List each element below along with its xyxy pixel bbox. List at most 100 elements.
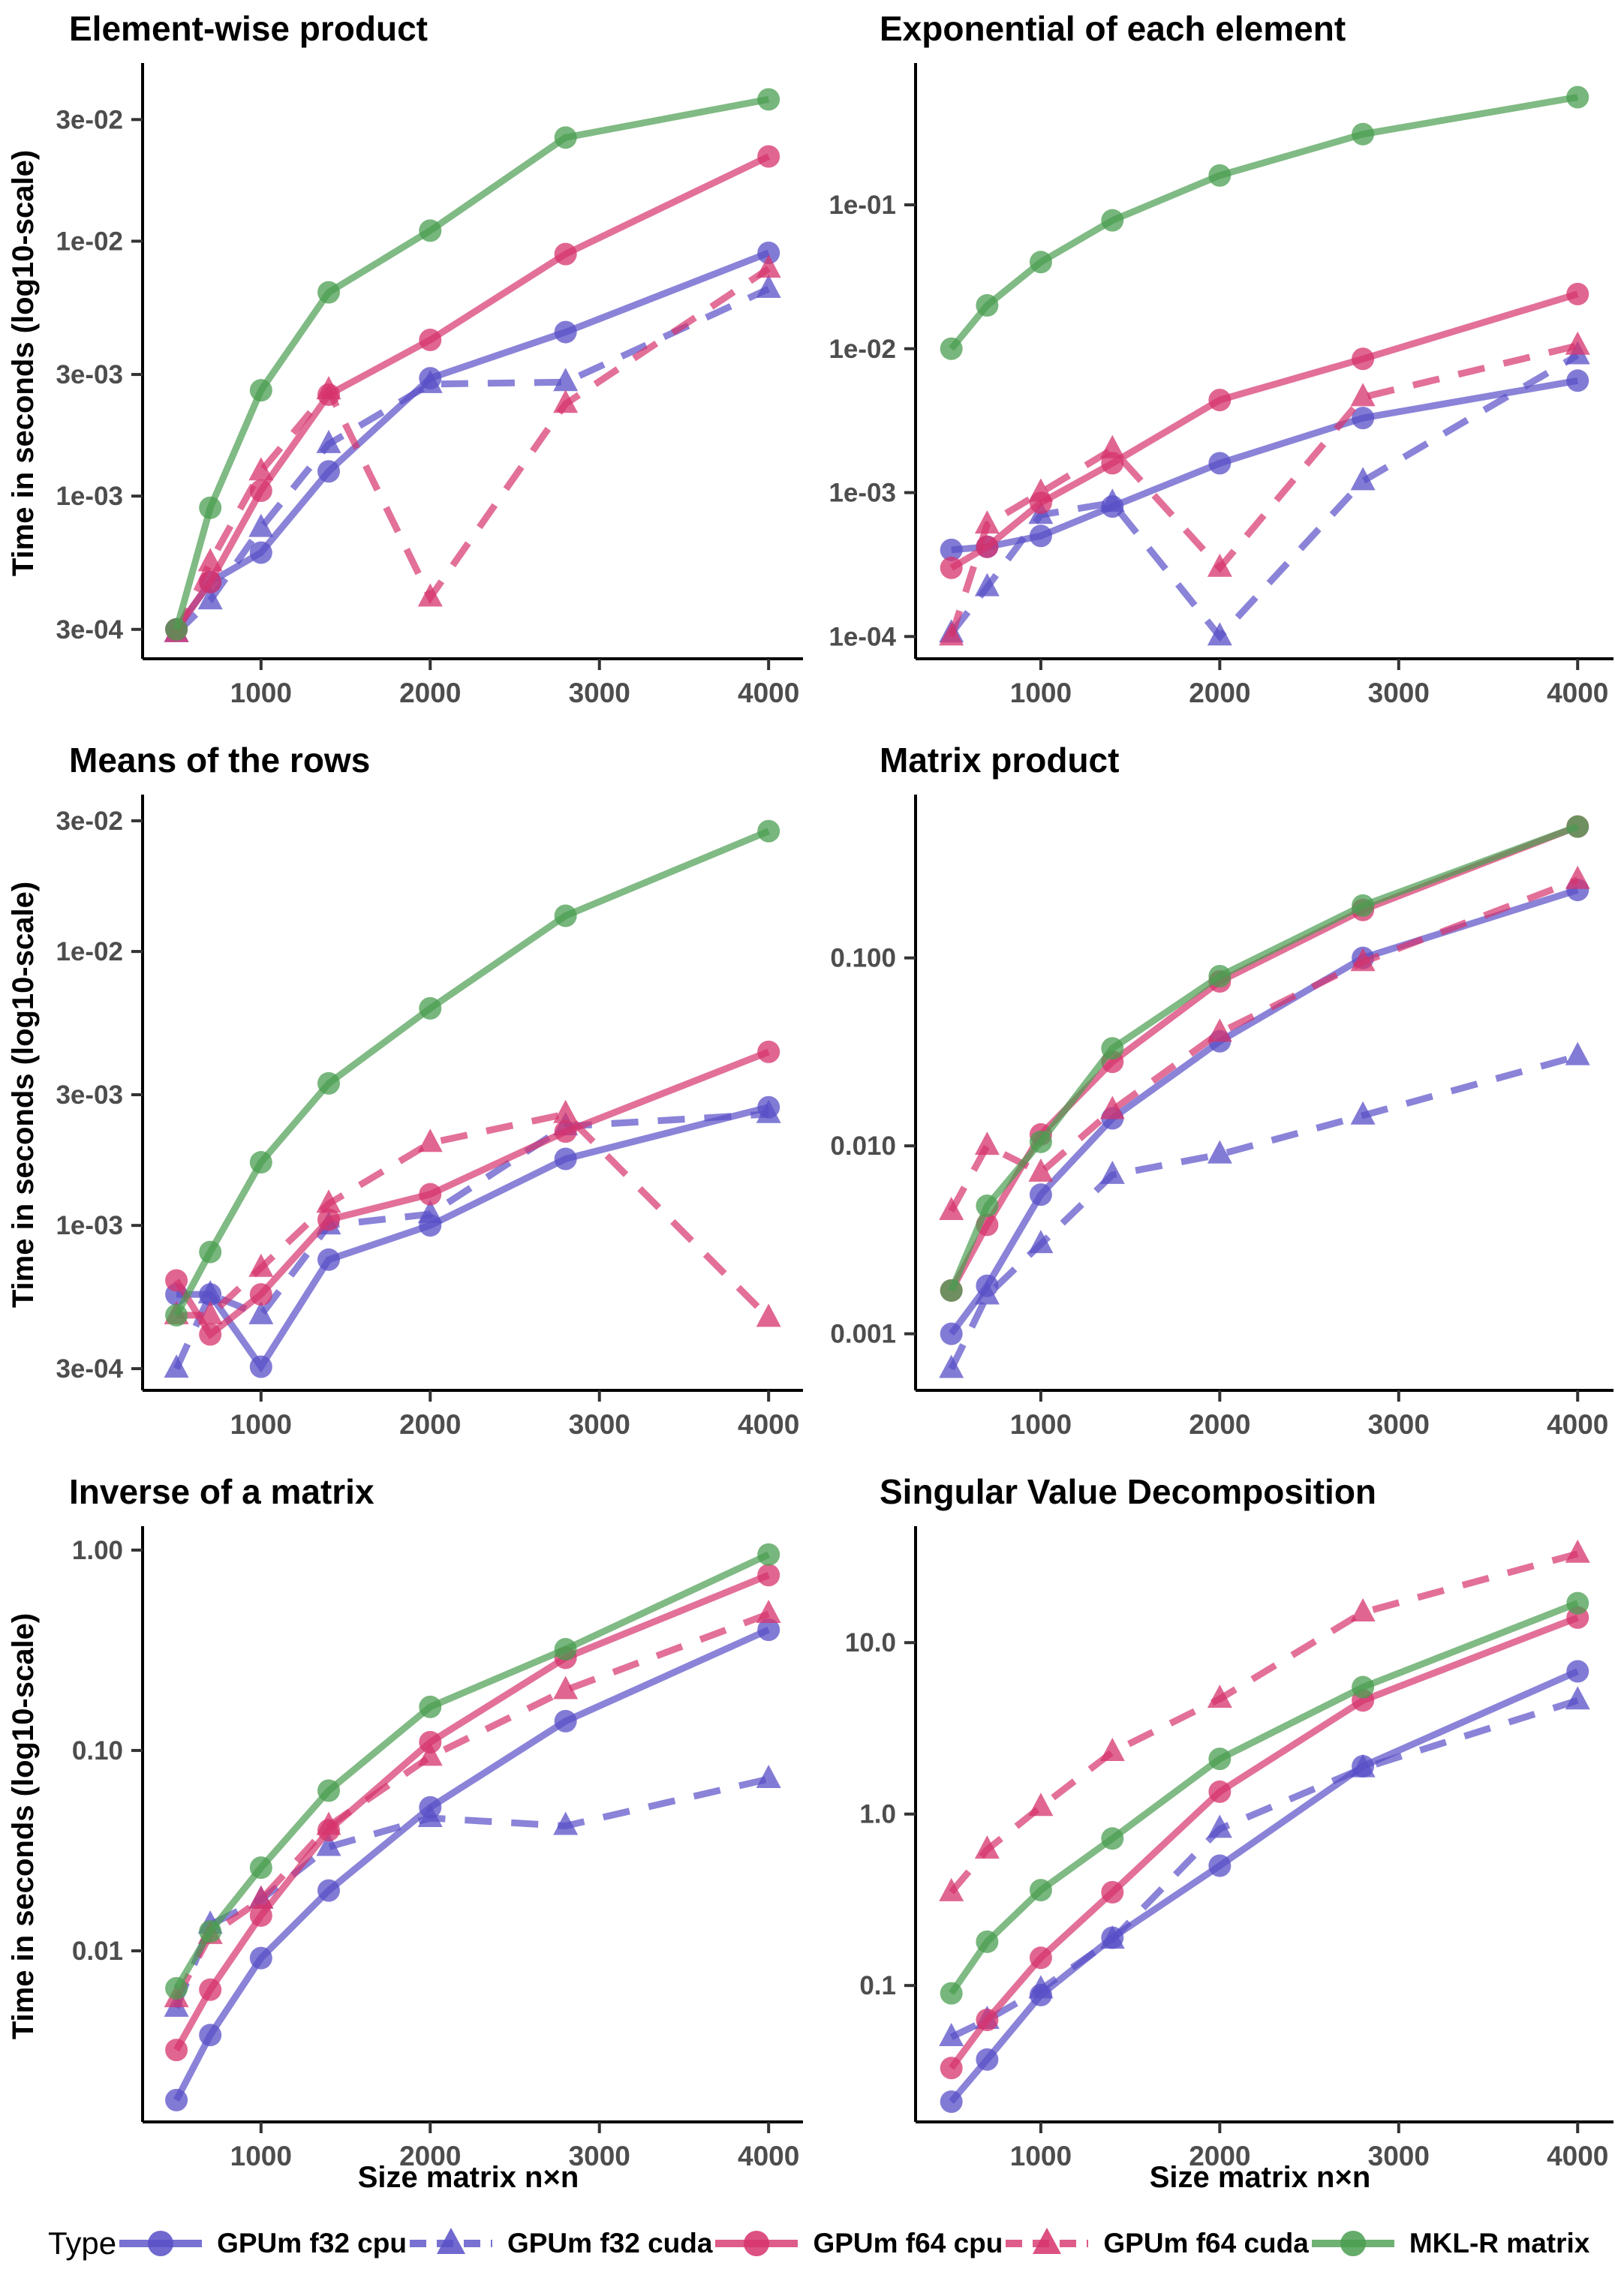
x-tick-label: 1000 (230, 678, 292, 708)
charts-grid: Element-wise product 1000 2000 3000 4000 3e-… (7, 9, 1613, 2193)
y-axis-label: Time in seconds (log10-scale) (7, 882, 40, 1308)
series-gpum-f64-cuda (164, 254, 781, 642)
x-axis-label: Size matrix n×n (1150, 2161, 1371, 2193)
marker-triangle-gpum-f64-cuda (756, 254, 781, 278)
y-tick-label: 1e-01 (829, 191, 896, 220)
legend-key-circle (744, 2231, 770, 2256)
marker-circle-mkl-r-matrix (1566, 1591, 1589, 1615)
series-mkl-r-matrix (940, 86, 1589, 360)
series-line-mkl-r-matrix (949, 1600, 1579, 1996)
x-axis-ticks: 1000 2000 3000 4000 (1010, 659, 1608, 708)
marker-triangle-gpum-f32-cuda (974, 1281, 1000, 1305)
marker-triangle-gpum-f64-cuda (1207, 553, 1232, 577)
marker-triangle-gpum-f64-cuda (974, 510, 1000, 534)
series-gpum-f64-cpu (165, 1564, 780, 2062)
marker-circle-mkl-r-matrix (1101, 1037, 1124, 1060)
axes (141, 63, 803, 660)
marker-triangle-gpum-f32-cuda (417, 1803, 443, 1827)
marker-triangle-gpum-f64-cuda (316, 376, 341, 400)
marker-circle-gpum-f32-cpu (940, 538, 963, 561)
chart-title-inverse-of-a-matrix: Inverse of a matrix (69, 1472, 374, 1511)
x-axis-label: Size matrix n×n (358, 2161, 579, 2193)
marker-triangle-gpum-f32-cuda (1207, 622, 1232, 646)
marker-circle-mkl-r-matrix (249, 1856, 272, 1880)
marker-triangle-gpum-f32-cuda (939, 1354, 964, 1378)
x-tick-label: 1000 (1010, 1409, 1072, 1440)
series-gpum-f64-cpu (165, 1040, 780, 1346)
marker-triangle-gpum-f64-cuda (1565, 331, 1590, 355)
marker-triangle-gpum-f64-cuda (417, 583, 443, 607)
marker-circle-mkl-r-matrix (249, 1151, 272, 1174)
series-line-mkl-r-matrix (948, 823, 1579, 1292)
marker-circle-mkl-r-matrix (1208, 1748, 1232, 1771)
marker-triangle-gpum-f64-cuda (1028, 1793, 1054, 1817)
y-tick-label: 1e-02 (829, 335, 896, 364)
axes (914, 63, 1613, 660)
chart-canvas-element-wise-product: 1000 2000 3000 40003e-021e-023e-031e-033e-0… (7, 63, 803, 708)
marker-circle-gpum-f32-cpu (317, 1248, 340, 1271)
marker-triangle-gpum-f32-cuda (316, 1832, 341, 1856)
marker-circle-gpum-f64-cpu (1101, 1880, 1124, 1904)
marker-circle-mkl-r-matrix (1352, 122, 1375, 146)
legend-key-circle (148, 2231, 174, 2256)
x-tick-label: 4000 (738, 1409, 799, 1440)
marker-circle-gpum-f32-cpu (249, 1946, 272, 1970)
marker-triangle-gpum-f32-cuda (1350, 467, 1376, 491)
y-tick-label: 3e-02 (56, 105, 123, 134)
marker-triangle-gpum-f64-cuda (1350, 948, 1376, 972)
marker-circle-gpum-f32-cpu (554, 1147, 577, 1171)
marker-triangle-gpum-f32-cuda (164, 1354, 189, 1378)
y-tick-label: 10.0 (845, 1628, 896, 1657)
y-tick-label: 1.0 (859, 1800, 896, 1829)
marker-circle-mkl-r-matrix (976, 1194, 999, 1217)
marker-triangle-gpum-f64-cuda (756, 1303, 781, 1327)
chart-title-matrix-product: Matrix product (880, 741, 1120, 780)
marker-circle-mkl-r-matrix (1352, 1675, 1375, 1699)
marker-triangle-gpum-f64-cuda (1099, 1095, 1125, 1119)
x-tick-label: 1000 (1010, 678, 1072, 708)
marker-circle-mkl-r-matrix (757, 88, 780, 111)
marker-circle-gpum-f64-cpu (317, 1208, 340, 1231)
chart-canvas-matrix-product: 1000 2000 3000 4000 0.100 0.010 0.001 (830, 795, 1613, 1440)
marker-circle-gpum-f32-cpu (317, 1879, 340, 1902)
y-tick-label: 0.10 (72, 1736, 123, 1766)
chart-canvas-singular-value-decomposition: 1000 2000 3000 4000 10.0 1.0 0.1 Size matrix n×… (845, 1526, 1613, 2193)
marker-circle-gpum-f64-cpu (757, 1564, 780, 1587)
marker-triangle-gpum-f64-cuda (248, 1253, 274, 1277)
series-line-gpum-f64-cuda (948, 876, 1579, 1213)
marker-triangle-gpum-f64-cuda (248, 457, 274, 481)
series-gpum-f32-cpu (940, 369, 1589, 561)
marker-triangle-gpum-f32-cuda (417, 369, 443, 393)
marker-triangle-gpum-f64-cuda (553, 1099, 579, 1123)
y-tick-label: 1e-03 (829, 479, 896, 508)
series-line-gpum-f32-cpu (951, 377, 1578, 554)
marker-circle-gpum-f32-cpu (940, 2090, 963, 2114)
axes (914, 1526, 1613, 2123)
marker-triangle-gpum-f32-cuda (1207, 1140, 1232, 1164)
chart-title-element-wise-product: Element-wise product (69, 9, 428, 48)
marker-circle-gpum-f32-cpu (1208, 1854, 1232, 1877)
series-gpum-f64-cpu (940, 815, 1589, 1302)
y-axis-ticks: 1e-01 1e-02 1e-03 1e-04 (829, 191, 916, 651)
x-tick-label: 4000 (1547, 678, 1608, 708)
series-mkl-r-matrix (165, 819, 780, 1327)
marker-triangle-gpum-f64-cuda (939, 1196, 964, 1220)
marker-triangle-gpum-f64-cuda (1207, 1684, 1232, 1708)
marker-circle-gpum-f64-cpu (1566, 282, 1589, 305)
marker-circle-mkl-r-matrix (554, 1638, 577, 1661)
y-axis-ticks: 10.0 1.0 0.1 (845, 1628, 916, 2000)
y-axis-ticks: 3e-02 1e-02 3e-03 1e-03 3e-04 (56, 105, 143, 645)
series-gpum-f64-cpu (940, 1606, 1589, 2080)
x-tick-label: 1000 (230, 2141, 292, 2171)
marker-circle-mkl-r-matrix (1208, 964, 1232, 987)
series-gpum-f64-cuda (164, 1600, 781, 2008)
marker-circle-gpum-f32-cpu (1566, 1660, 1589, 1683)
legend-key-triangle (1033, 2228, 1062, 2254)
series-line-gpum-f64-cuda (173, 266, 771, 635)
marker-triangle-gpum-f64-cuda (1565, 865, 1590, 889)
marker-triangle-gpum-f64-cuda (1028, 1158, 1054, 1182)
marker-circle-gpum-f32-cpu (1566, 369, 1589, 392)
marker-triangle-gpum-f64-cuda (756, 1600, 781, 1624)
marker-triangle-gpum-f32-cuda (756, 274, 781, 298)
